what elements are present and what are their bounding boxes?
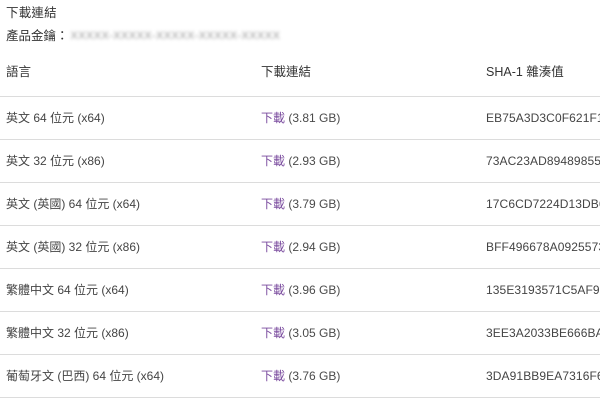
- cell-sha1-hash: 611FE8F94906EFE75F64D: [480, 397, 600, 412]
- download-size: (3.79 GB): [288, 197, 341, 211]
- product-key-label: 產品金鑰：: [6, 29, 69, 43]
- table-row: 英文 64 位元 (x64) 下載 (3.81 GB) EB75A3D3C0F621…: [0, 96, 600, 140]
- page-title: 下載連結: [6, 6, 57, 20]
- column-header-hash: SHA-1 雜湊值: [486, 65, 564, 79]
- download-size: (3.81 GB): [288, 111, 341, 125]
- cell-download: 下載 (3.81 GB): [255, 96, 480, 140]
- cell-language: 葡萄牙文 (巴西) 32 位元 (x86): [0, 397, 255, 412]
- download-size: (2.94 GB): [288, 240, 341, 254]
- table-row: 繁體中文 32 位元 (x86) 下載 (3.05 GB) 3EE3A2033BE6…: [0, 311, 600, 355]
- cell-sha1-hash: 3DA91BB9EA7316F670C0: [480, 354, 600, 398]
- cell-language: 葡萄牙文 (巴西) 64 位元 (x64): [0, 354, 255, 398]
- product-key-value-redacted: XXXXX-XXXXX-XXXXX-XXXXX-XXXXX: [70, 30, 281, 42]
- cell-sha1-hash: 135E3193571C5AF9FBF3: [480, 268, 600, 312]
- download-link[interactable]: 下載: [261, 326, 286, 340]
- cell-sha1-hash: EB75A3D3C0F621F175B7: [480, 96, 600, 140]
- cell-language: 繁體中文 64 位元 (x64): [0, 268, 255, 312]
- cell-language: 繁體中文 32 位元 (x86): [0, 311, 255, 355]
- table-row: 繁體中文 64 位元 (x64) 下載 (3.96 GB) 135E3193571C…: [0, 268, 600, 312]
- cell-download: 下載 (3.79 GB): [255, 182, 480, 226]
- cell-language: 英文 64 位元 (x64): [0, 96, 255, 140]
- cell-download: 下載 (2.91 GB): [255, 397, 480, 412]
- column-header-download: 下載連結: [261, 65, 312, 79]
- download-size: (3.05 GB): [288, 326, 341, 340]
- table-row: 英文 (英國) 32 位元 (x86) 下載 (2.94 GB) BFF496678…: [0, 225, 600, 269]
- download-link[interactable]: 下載: [261, 197, 286, 211]
- download-size: (3.76 GB): [288, 369, 341, 383]
- cell-sha1-hash: 17C6CD7224D13DB61895: [480, 182, 600, 226]
- table-row: 葡萄牙文 (巴西) 64 位元 (x64) 下載 (3.76 GB) 3DA91BB…: [0, 354, 600, 398]
- download-link[interactable]: 下載: [261, 283, 286, 297]
- download-link[interactable]: 下載: [261, 154, 286, 168]
- cell-download: 下載 (2.93 GB): [255, 139, 480, 183]
- cell-language: 英文 (英國) 32 位元 (x86): [0, 225, 255, 269]
- cell-download: 下載 (2.94 GB): [255, 225, 480, 269]
- download-link[interactable]: 下載: [261, 369, 286, 383]
- cell-sha1-hash: 73AC23AD89489855F330: [480, 139, 600, 183]
- table-row: 英文 (英國) 64 位元 (x64) 下載 (3.79 GB) 17C6CD722…: [0, 182, 600, 226]
- download-link[interactable]: 下載: [261, 240, 286, 254]
- cell-sha1-hash: 3EE3A2033BE666BA55AF: [480, 311, 600, 355]
- cell-download: 下載 (3.96 GB): [255, 268, 480, 312]
- download-table: 語言 下載連結 SHA-1 雜湊值 英文 64 位元 (x64) 下載 (3.81…: [0, 56, 600, 412]
- cell-download: 下載 (3.76 GB): [255, 354, 480, 398]
- cell-download: 下載 (3.05 GB): [255, 311, 480, 355]
- intro-block: 下載連結 產品金鑰： XXXXX-XXXXX-XXXXX-XXXXX-XXXXX: [0, 0, 600, 45]
- table-header-row: 語言 下載連結 SHA-1 雜湊值: [0, 56, 600, 97]
- cell-language: 英文 (英國) 64 位元 (x64): [0, 182, 255, 226]
- product-key-row: 產品金鑰： XXXXX-XXXXX-XXXXX-XXXXX-XXXXX: [6, 28, 600, 45]
- download-size: (2.93 GB): [288, 154, 341, 168]
- table-row: 英文 32 位元 (x86) 下載 (2.93 GB) 73AC23AD894898…: [0, 139, 600, 183]
- download-size: (3.96 GB): [288, 283, 341, 297]
- table-body: 英文 64 位元 (x64) 下載 (3.81 GB) EB75A3D3C0F621…: [0, 96, 600, 412]
- table-row: 葡萄牙文 (巴西) 32 位元 (x86)下載 (2.91 GB)611FE8F…: [0, 397, 600, 412]
- table-header: 語言 下載連結 SHA-1 雜湊值: [0, 56, 600, 97]
- cell-language: 英文 32 位元 (x86): [0, 139, 255, 183]
- download-link[interactable]: 下載: [261, 111, 286, 125]
- cell-sha1-hash: BFF496678A09255738BF: [480, 225, 600, 269]
- column-header-language: 語言: [6, 65, 32, 79]
